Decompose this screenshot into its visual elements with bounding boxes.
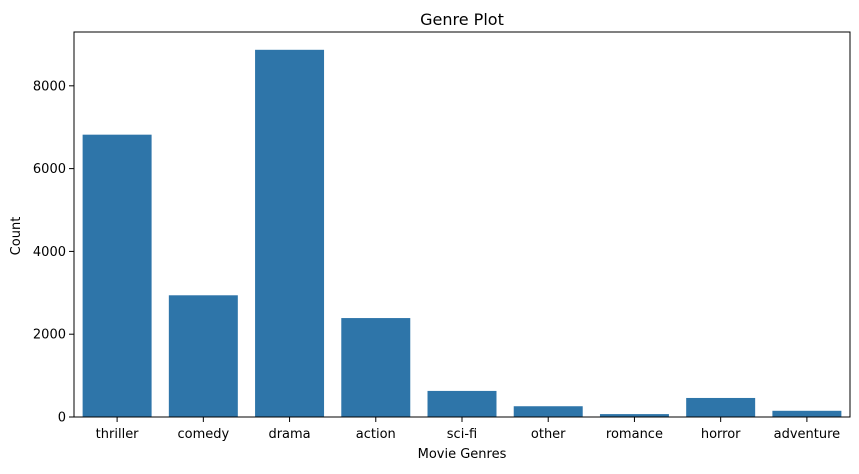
y-tick-label: 4000 [33, 245, 66, 260]
x-tick-label: other [531, 427, 566, 442]
x-tick-label: drama [268, 427, 310, 442]
x-tick-label: comedy [177, 427, 229, 442]
x-ticks-layer: thriller comedy drama action sci-fi other roma… [96, 417, 840, 442]
x-tick-label: action [356, 427, 396, 442]
y-tick-label: 2000 [33, 328, 66, 343]
x-tick-label: adventure [774, 427, 841, 442]
x-axis-label: Movie Genres [418, 447, 507, 462]
chart-title: Genre Plot [420, 10, 504, 29]
y-tick-label: 6000 [33, 162, 66, 177]
x-tick-label: thriller [96, 427, 140, 442]
bar-drama [255, 49, 325, 418]
x-tick-label: romance [606, 427, 663, 442]
y-axis-label: Count [9, 217, 24, 256]
bar-action [341, 318, 411, 417]
bar-adventure [772, 410, 842, 417]
bar-horror [686, 397, 756, 417]
bar-comedy [168, 295, 238, 417]
plot-frame [73, 31, 851, 418]
bar-thriller [82, 134, 152, 418]
x-tick-label: sci-fi [447, 427, 477, 442]
y-tick-label: 0 [58, 411, 66, 426]
bars-layer [82, 49, 842, 418]
bar-other [513, 406, 583, 417]
bar-romance [599, 414, 669, 417]
x-tick-label: horror [701, 427, 741, 442]
y-tick-label: 8000 [33, 79, 66, 94]
bar-sci-fi [427, 390, 497, 417]
y-ticks-layer: 0 2000 4000 6000 8000 [33, 79, 74, 426]
